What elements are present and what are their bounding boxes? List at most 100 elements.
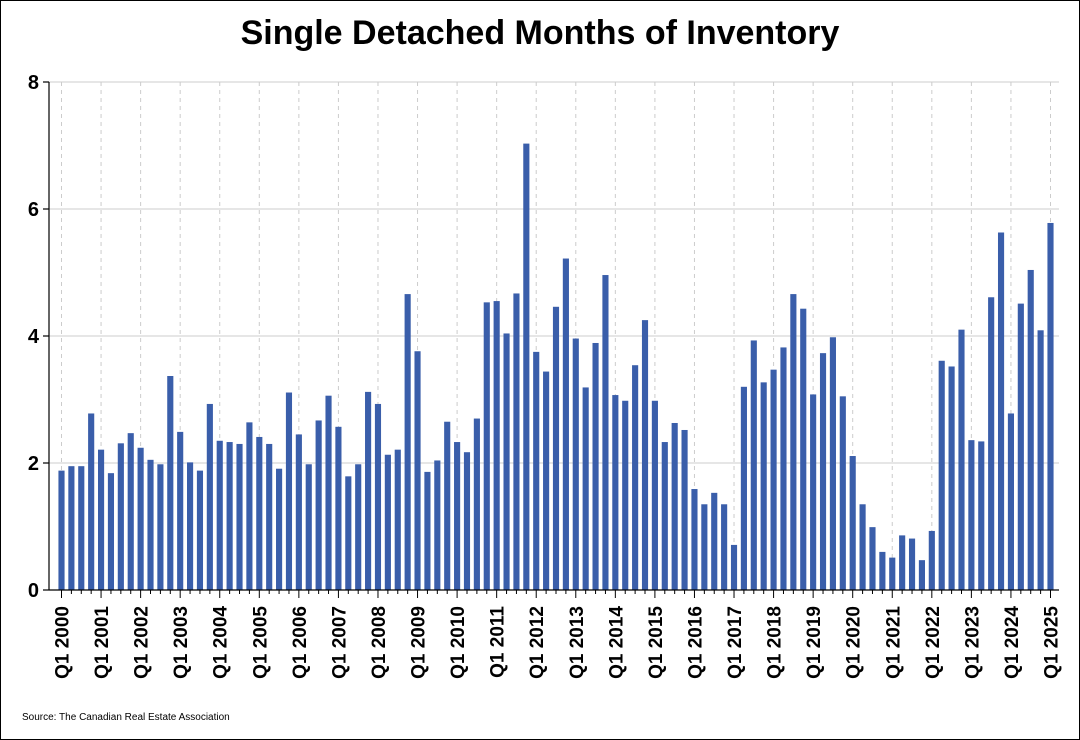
x-tick-label: Q1 2011 [488,606,509,678]
bar [1037,330,1044,590]
bar [177,431,184,590]
bar [908,538,916,590]
source-note: Source: The Canadian Real Estate Associa… [22,712,230,723]
bar [285,392,293,590]
bar [78,466,85,590]
bar [661,442,668,590]
bar [1017,303,1024,590]
bar [552,306,560,590]
bar [869,527,876,590]
x-tick-label: Q1 2008 [369,606,390,679]
bar [266,443,273,590]
bar [928,530,935,590]
bar [780,347,787,590]
bar [503,333,510,590]
y-tick-label: 0 [28,580,39,602]
x-tick-label: Q1 2014 [606,606,627,679]
bar [750,340,757,590]
bar [641,320,649,590]
bar [187,462,194,590]
bar [384,454,391,590]
bar [562,258,569,590]
bar [127,433,134,590]
bar [810,394,817,590]
x-tick-label: Q1 2009 [409,606,430,679]
x-tick-label: Q1 2015 [646,606,667,679]
bar [849,456,856,590]
bar [948,366,955,590]
x-tick-label: Q1 2017 [725,606,746,679]
bar [711,492,718,590]
bar [97,449,105,590]
bar [582,387,589,590]
bar [246,422,253,590]
bar [523,143,530,590]
bar [157,464,164,590]
bar [1027,269,1034,590]
bar [345,476,352,590]
bar [997,232,1005,590]
y-tick-label: 8 [28,72,39,94]
bar [315,420,322,590]
bar [958,329,965,590]
bar [790,294,797,590]
bar [236,443,243,590]
bar [671,422,678,590]
bar [196,470,204,590]
x-tick-label: Q1 2006 [290,606,311,679]
bar [276,468,283,590]
bar [701,504,708,590]
bar [819,353,827,590]
bar [829,337,836,590]
bar [770,369,777,590]
x-tick-label: Q1 2019 [804,606,825,679]
x-tick-label: Q1 2013 [567,606,588,679]
bar [167,376,174,590]
bar [602,275,609,590]
bar [533,351,540,590]
bar [394,449,401,590]
bar [147,459,154,590]
bar [543,371,550,590]
bar [918,560,925,590]
y-tick-label: 6 [28,199,39,221]
bar [88,413,95,590]
x-tick-label: Q1 2005 [250,606,271,679]
bar [365,391,372,590]
y-tick-label: 4 [28,326,40,348]
x-tick-label: Q1 2004 [211,606,232,679]
bar [651,400,658,590]
chart-title: Single Detached Months of Inventory [240,14,840,52]
bar [226,442,233,590]
bar [859,504,866,590]
bar [256,436,263,590]
bar [612,395,619,590]
bar [206,403,213,590]
bar [68,466,75,590]
bar [483,302,490,590]
bar [493,301,500,590]
bar [760,382,767,590]
y-tick-label: 2 [28,453,39,475]
bar [879,551,886,590]
bar [730,544,738,590]
bar [216,440,223,590]
bar [325,395,332,590]
bar [404,294,411,590]
bar [335,426,342,590]
bar [978,441,985,590]
bar [454,442,461,590]
bar [473,418,480,590]
bar [463,452,471,590]
bar [434,460,441,590]
x-tick-label: Q1 2025 [1042,606,1063,679]
bar [740,386,747,590]
x-tick-label: Q1 2016 [685,606,706,679]
bar [137,447,144,590]
x-tick-label: Q1 2002 [132,606,153,679]
bar [721,504,728,590]
x-tick-label: Q1 2007 [329,606,350,679]
bar [305,464,312,590]
bar [800,308,807,590]
